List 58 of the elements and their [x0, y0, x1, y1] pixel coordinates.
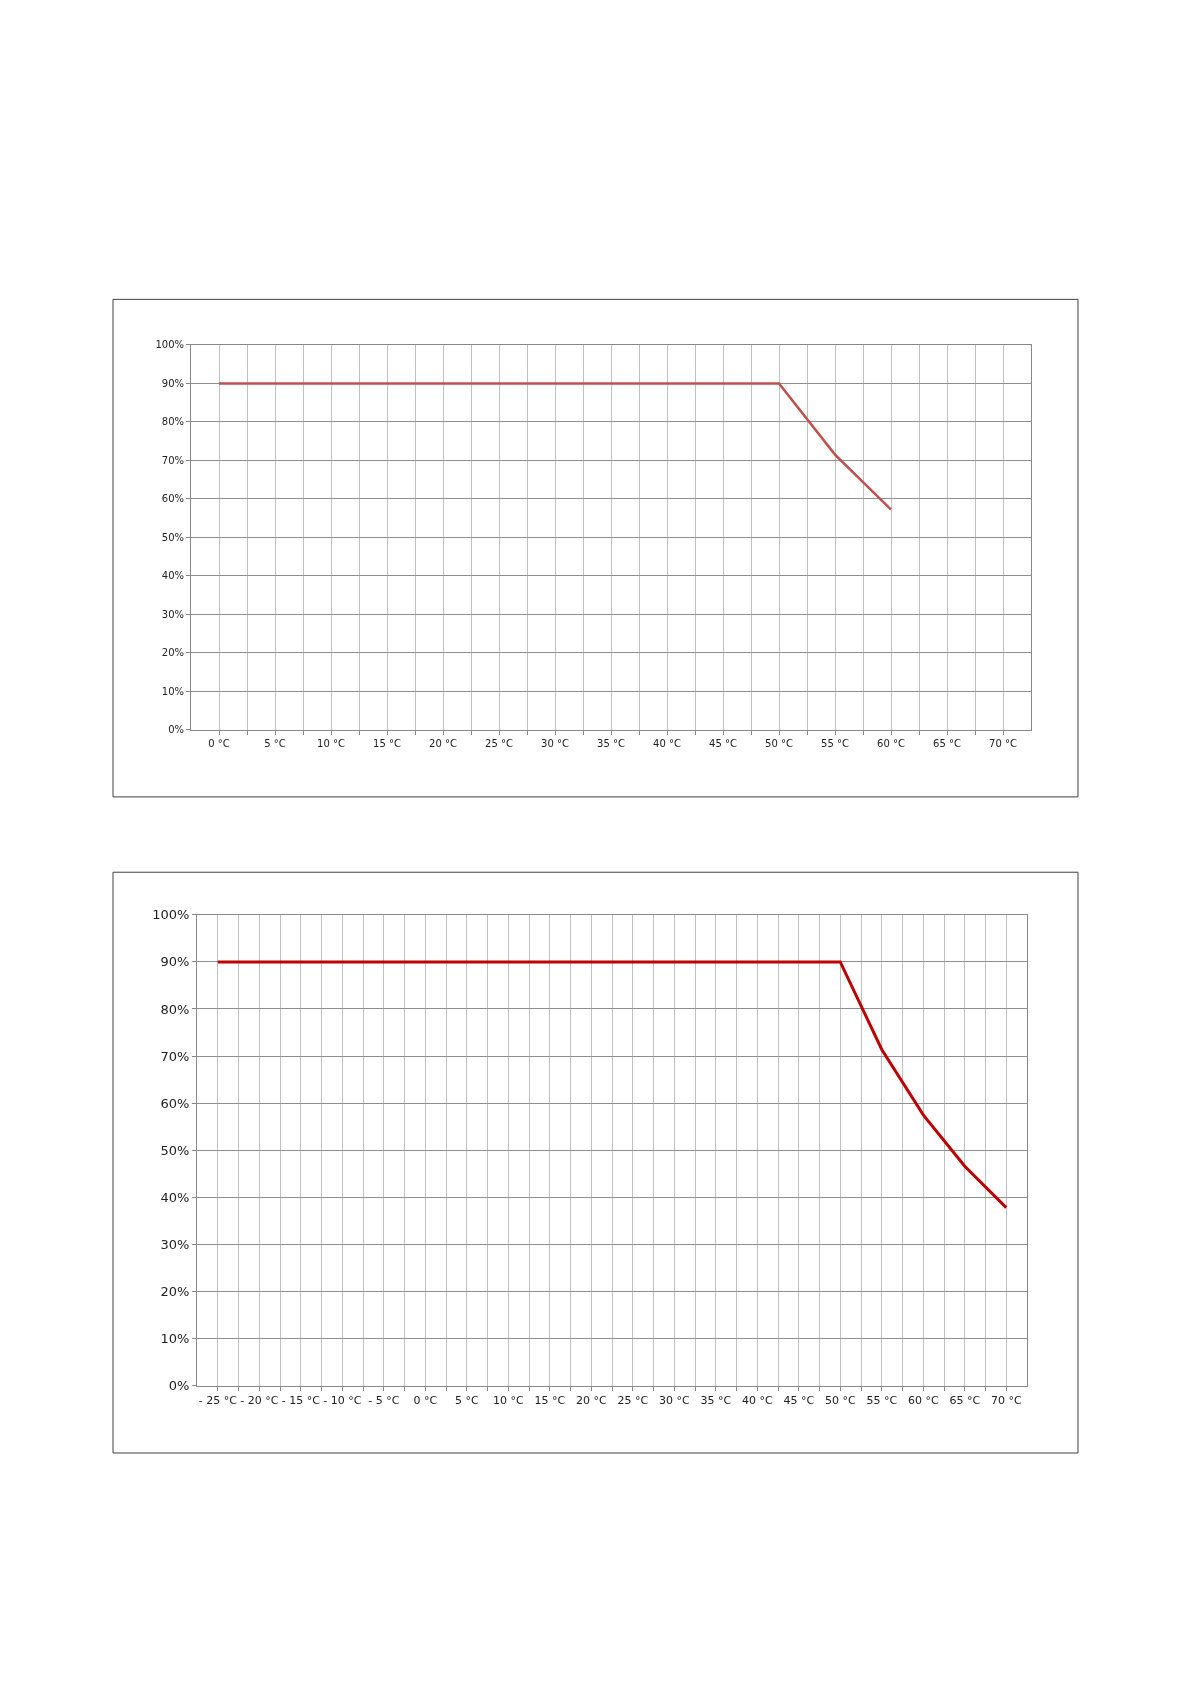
x-tick-label: 60 °C	[907, 1393, 939, 1407]
line-series	[216, 960, 1008, 1210]
x-tick-label: 25 °C	[485, 737, 513, 749]
y-tick-label: 90%	[160, 954, 190, 970]
y-tick-label: 0%	[168, 724, 184, 735]
y-tick-label: 80%	[161, 416, 184, 428]
y-tick-label: 40%	[160, 1189, 190, 1205]
x-tick-label: - 15 °C	[281, 1393, 321, 1407]
x-tick-label: 30 °C	[658, 1393, 690, 1407]
y-tick-label: 60%	[161, 493, 184, 505]
x-tick-label: 55 °C	[866, 1393, 898, 1407]
y-tick-label: 70%	[161, 454, 184, 466]
x-tick-label: 20 °C	[429, 737, 457, 749]
x-tick-label: - 10 °C	[323, 1393, 362, 1407]
y-tick-label: 90%	[161, 377, 184, 389]
y-tick-label: 20%	[160, 1284, 190, 1300]
x-tick-label: 65 °C	[949, 1393, 981, 1407]
y-tick-label: 30%	[160, 1236, 190, 1252]
x-tick-label: 50 °C	[765, 737, 793, 749]
y-tick-label: 0%	[168, 1378, 190, 1394]
x-tick-label: 0 °C	[413, 1393, 438, 1407]
x-tick-label: 70 °C	[990, 1393, 1022, 1407]
x-tick-label: 10 °C	[492, 1393, 524, 1407]
x-tick-label: 55 °C	[821, 737, 849, 749]
x-tick-label: 40 °C	[741, 1393, 773, 1407]
y-tick-label: 80%	[160, 1001, 190, 1017]
x-tick-label: 0 °C	[208, 737, 230, 749]
x-tick-label: 5 °C	[454, 1393, 479, 1407]
y-tick-label: 10%	[161, 685, 184, 697]
y-tick-label: 100%	[155, 339, 184, 351]
x-tick-label: - 25 °C	[198, 1393, 238, 1407]
x-tick-label: 20 °C	[575, 1393, 607, 1407]
y-tick-label: 30%	[161, 608, 184, 620]
x-tick-label: 60 °C	[877, 737, 905, 749]
x-tick-label: 25 °C	[617, 1393, 649, 1407]
x-tick-label: 40 °C	[653, 737, 681, 749]
x-tick-label: 5 °C	[264, 737, 286, 749]
y-tick-label: 20%	[161, 647, 184, 659]
x-tick-label: 70 °C	[989, 737, 1017, 749]
y-tick-label: 50%	[161, 531, 184, 543]
x-tick-label: 45 °C	[709, 737, 737, 749]
x-tick-label: 10 °C	[317, 737, 345, 749]
y-tick-label: 10%	[160, 1331, 190, 1347]
x-tick-label: 15 °C	[534, 1393, 566, 1407]
x-tick-label: - 20 °C	[240, 1393, 279, 1407]
x-tick-label: 65 °C	[933, 737, 961, 749]
y-tick-label: 70%	[160, 1048, 190, 1064]
y-tick-label: 40%	[161, 570, 184, 582]
y-tick-label: 100%	[152, 907, 190, 923]
x-tick-label: 45 °C	[783, 1393, 815, 1407]
x-tick-label: - 5 °C	[368, 1393, 400, 1407]
x-tick-label: 30 °C	[541, 737, 569, 749]
x-tick-label: 15 °C	[373, 737, 401, 749]
x-tick-label: 35 °C	[700, 1393, 732, 1407]
x-tick-label: 35 °C	[597, 737, 625, 749]
y-tick-label: 60%	[160, 1095, 190, 1111]
y-tick-label: 50%	[160, 1142, 190, 1158]
x-tick-label: 50 °C	[824, 1393, 856, 1407]
